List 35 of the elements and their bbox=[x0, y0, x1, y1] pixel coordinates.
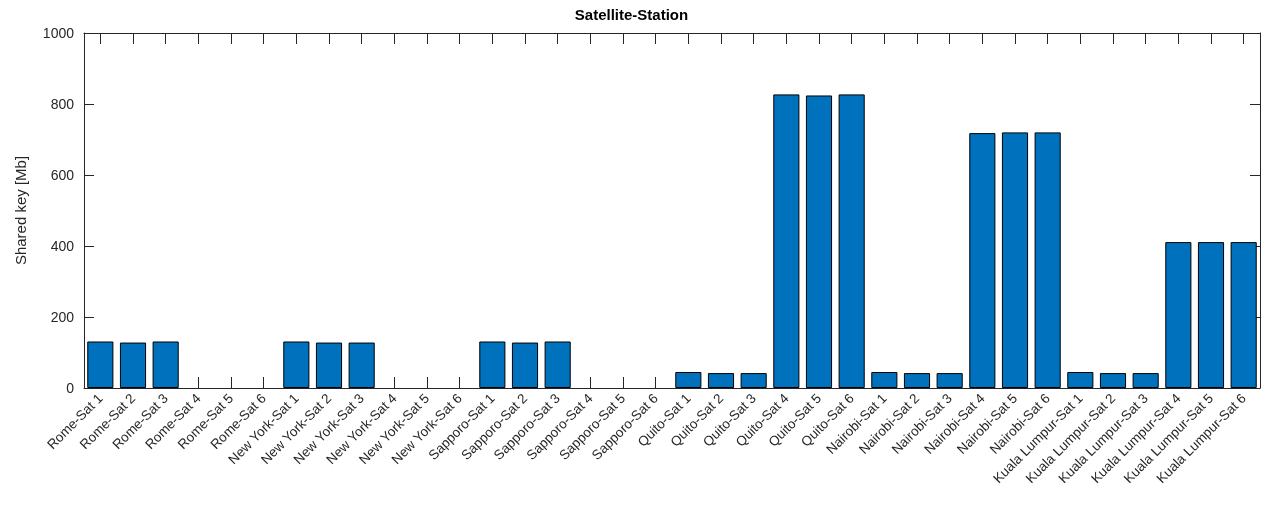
bar bbox=[805, 95, 833, 388]
bar bbox=[1197, 242, 1225, 388]
y-tick-label: 400 bbox=[50, 238, 75, 254]
bar bbox=[87, 341, 114, 388]
bar bbox=[283, 341, 310, 388]
bar bbox=[119, 342, 147, 388]
bar bbox=[152, 341, 179, 388]
bar bbox=[773, 94, 800, 388]
bar bbox=[1165, 242, 1192, 388]
y-tick-label: 200 bbox=[50, 309, 75, 325]
bar bbox=[348, 342, 375, 388]
bar bbox=[969, 133, 996, 388]
y-tick-label: 0 bbox=[66, 380, 75, 396]
bar bbox=[707, 373, 735, 388]
bar bbox=[544, 341, 571, 388]
y-tick-label: 1000 bbox=[42, 25, 75, 41]
bar bbox=[1001, 132, 1029, 388]
bar bbox=[1034, 132, 1061, 388]
bar bbox=[871, 372, 898, 388]
y-tick-label: 600 bbox=[50, 167, 75, 183]
bar bbox=[1230, 242, 1257, 388]
bar bbox=[511, 342, 539, 388]
bar bbox=[315, 342, 343, 388]
bar bbox=[675, 372, 702, 388]
bar bbox=[479, 341, 506, 388]
bar bbox=[1067, 372, 1094, 388]
y-tick-label: 800 bbox=[50, 96, 75, 112]
bar bbox=[903, 373, 931, 388]
y-axis-title: Shared key [Mb] bbox=[12, 155, 29, 266]
bar bbox=[1132, 373, 1159, 388]
chart-title: Satellite-Station bbox=[574, 6, 689, 23]
bar bbox=[936, 373, 963, 388]
bar bbox=[1099, 373, 1127, 388]
bar bbox=[838, 94, 865, 388]
bar bbox=[740, 373, 767, 388]
